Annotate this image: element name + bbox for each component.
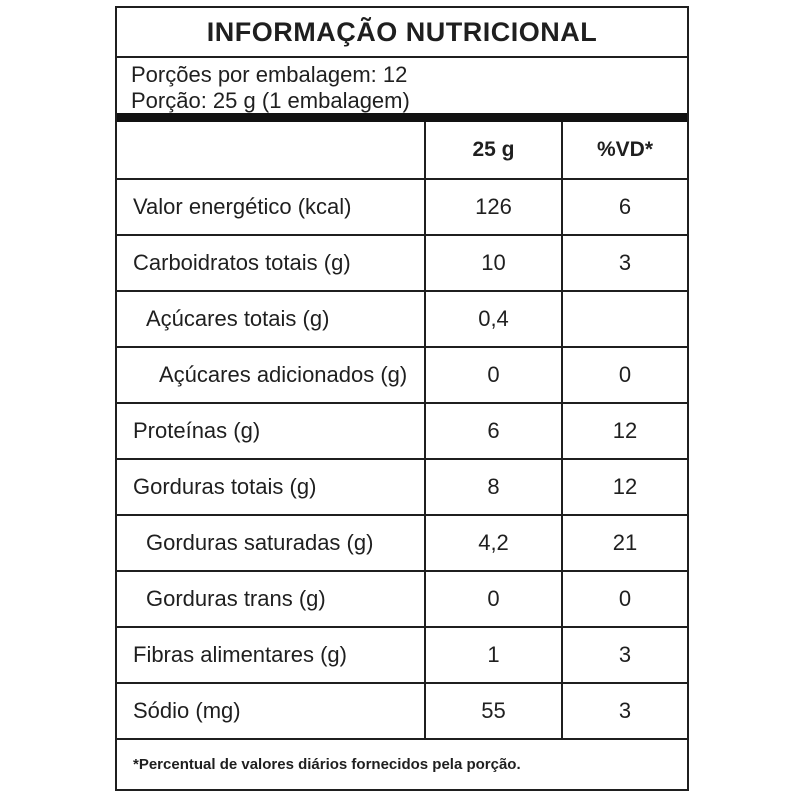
nutrient-vd-value: 12 (561, 404, 687, 458)
nutrient-amount-value: 0 (424, 348, 561, 402)
nutrient-vd-value (561, 292, 687, 346)
nutrient-label: Gorduras totais (g) (133, 474, 317, 499)
nutrient-label: Açúcares totais (g) (146, 306, 330, 331)
nutrient-amount-value: 10 (424, 236, 561, 290)
nutrient-vd-value: 3 (561, 628, 687, 682)
nutrient-row: Gorduras trans (g) 0 0 (117, 572, 687, 628)
footnote-text: *Percentual de valores diários fornecido… (133, 756, 521, 773)
nutrient-label: Açúcares adicionados (g) (159, 362, 408, 387)
nutrient-row: Carboidratos totais (g) 10 3 (117, 236, 687, 292)
nutrient-label: Fibras alimentares (g) (133, 642, 347, 667)
nutrition-label: INFORMAÇÃO NUTRICIONAL Porções por embal… (115, 6, 689, 791)
nutrient-vd-value: 12 (561, 460, 687, 514)
column-header-vd: %VD* (561, 122, 687, 178)
serving-info: Porções por embalagem: 12 Porção: 25 g (… (117, 58, 687, 113)
nutrient-vd-value: 21 (561, 516, 687, 570)
nutrient-row: Gorduras totais (g) 8 12 (117, 460, 687, 516)
nutrient-amount-value: 8 (424, 460, 561, 514)
column-header-row: 25 g %VD* (117, 122, 687, 180)
nutrient-label: Gorduras saturadas (g) (146, 530, 374, 555)
thick-divider-bar (117, 113, 687, 122)
nutrient-amount-value: 1 (424, 628, 561, 682)
nutrient-vd-value: 3 (561, 684, 687, 738)
nutrient-label: Sódio (mg) (133, 698, 241, 723)
nutrient-label: Gorduras trans (g) (146, 586, 326, 611)
nutrient-amount-value: 6 (424, 404, 561, 458)
nutrient-vd-value: 0 (561, 572, 687, 626)
nutrient-row: Fibras alimentares (g) 1 3 (117, 628, 687, 684)
nutrient-amount-value: 0,4 (424, 292, 561, 346)
nutrient-amount-value: 4,2 (424, 516, 561, 570)
label-title-section: INFORMAÇÃO NUTRICIONAL (117, 8, 687, 58)
serving-size: Porção: 25 g (1 embalagem) (131, 88, 410, 113)
nutrient-vd-value: 6 (561, 180, 687, 234)
nutrient-amount-value: 0 (424, 572, 561, 626)
nutrient-label: Valor energético (kcal) (133, 194, 352, 219)
nutrient-label: Proteínas (g) (133, 418, 261, 443)
nutrient-row: Gorduras saturadas (g) 4,2 21 (117, 516, 687, 572)
nutrient-row: Açúcares totais (g) 0,4 (117, 292, 687, 348)
nutrient-row: Sódio (mg) 55 3 (117, 684, 687, 740)
nutrient-amount-value: 126 (424, 180, 561, 234)
table-body: Valor energético (kcal) 126 6 Carboidrat… (117, 180, 687, 740)
nutrient-amount-value: 55 (424, 684, 561, 738)
nutrient-row: Valor energético (kcal) 126 6 (117, 180, 687, 236)
label-title: INFORMAÇÃO NUTRICIONAL (206, 16, 598, 47)
servings-per-package: Porções por embalagem: 12 (131, 62, 408, 87)
nutrient-vd-value: 3 (561, 236, 687, 290)
nutrient-row: Proteínas (g) 6 12 (117, 404, 687, 460)
column-header-nutrient (117, 122, 424, 178)
nutrient-label: Carboidratos totais (g) (133, 250, 351, 275)
column-header-amount: 25 g (424, 122, 561, 178)
nutrient-vd-value: 0 (561, 348, 687, 402)
nutrient-row: Açúcares adicionados (g) 0 0 (117, 348, 687, 404)
footnote: *Percentual de valores diários fornecido… (117, 740, 687, 789)
